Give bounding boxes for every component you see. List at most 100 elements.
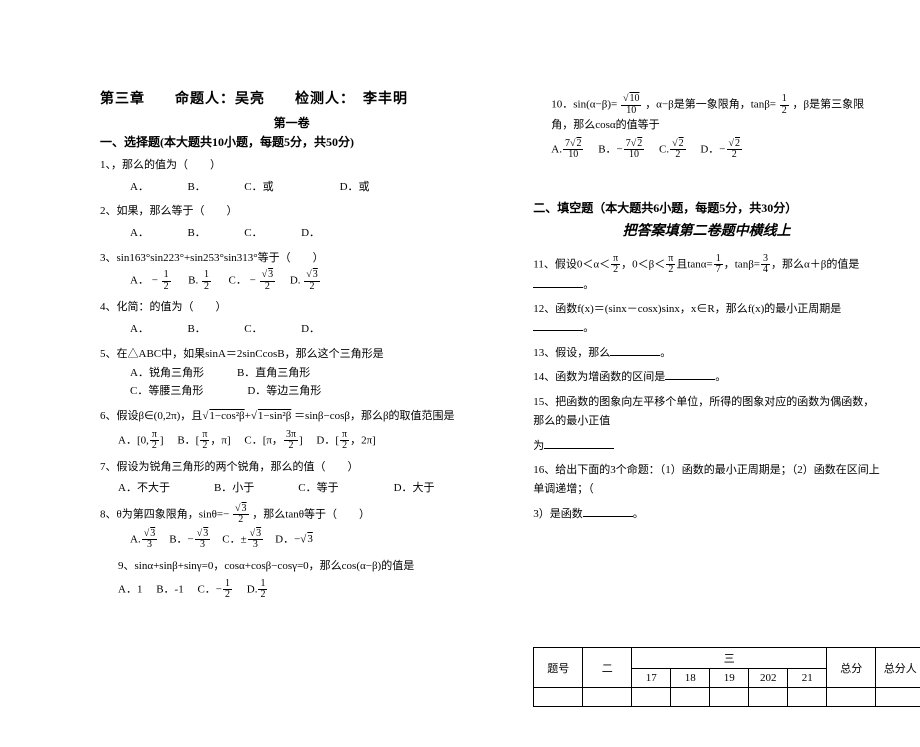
- exam-page: 第三章 命题人：吴亮 检测人： 李丰明 第一卷 一、选择题(本大题共10小题，每…: [0, 0, 920, 747]
- q3-A-sign: −: [152, 275, 158, 287]
- b2: [583, 688, 632, 707]
- q1-opts: A． B． C．或 D．或: [130, 178, 483, 197]
- c20: 202: [749, 669, 788, 688]
- q3-A-frac: 12: [162, 270, 171, 292]
- q7-opts: A．不大于 B．小于 C．等于 D．大于: [118, 479, 483, 498]
- spacer-2: [533, 529, 880, 639]
- q10-opts: A.7√210 B．−7√210 C.√22 D．−√22: [551, 139, 880, 161]
- q10-mid: ，α−β是第一象限角，tanβ=: [645, 99, 776, 111]
- q5-line2: C．等腰三角形 D．等边三角形: [130, 382, 483, 401]
- q10-pre: 10．sin(α−β)=: [551, 99, 617, 111]
- q15-line2: 为: [533, 440, 544, 452]
- q12-text: 12、函数f(x)＝(sinx－cosx)sinx，x∈R，那么f(x)的最小正…: [533, 303, 841, 315]
- q3-B-frac: 12: [202, 270, 211, 292]
- b8: [827, 688, 876, 707]
- q3-A: A．: [130, 275, 149, 287]
- q10-C: C.: [659, 143, 669, 155]
- q6-mid: ＝sinβ−cosβ，那么β的取值范围是: [294, 410, 455, 422]
- q4-stem: 4、化简：的值为（ ）: [100, 301, 227, 313]
- q7-stem: 7、假设为锐角三角形的两个锐角，那么的值（ ）: [100, 461, 359, 473]
- th-person: 总分人: [876, 648, 920, 688]
- q3-D: D.: [290, 275, 301, 287]
- q10-f2: 12: [780, 94, 789, 116]
- spacer-1: [533, 167, 880, 189]
- q1: 1、，那么的值为（ ） A． B． C．或 D．或: [100, 156, 483, 196]
- q11: 11、假设0＜α＜π2，0＜β＜π2且tanα=17，tanβ=34，那么α＋β…: [533, 254, 880, 295]
- q5-stem: 5、在△ABC中，如果sinA＝2sinCcosB，那么这个三角形是: [100, 348, 384, 360]
- q13-text: 13、假设，那么: [533, 347, 610, 359]
- q6-C: C．[π，: [244, 434, 283, 446]
- q9: 9、sinα+sinβ+sinγ=0，cosα+cosβ−cosγ=0，那么co…: [118, 557, 483, 601]
- q10-A: A.: [551, 143, 562, 155]
- q6-D: D．[: [316, 434, 339, 446]
- q16-line2: 3）是函数: [533, 508, 583, 520]
- q16-line1: 16、给出下面的3个命题：（1）函数的最小正周期是；（2）函数在区间上单调递增；…: [533, 461, 880, 498]
- q12-blank: [533, 320, 583, 331]
- q4-opts: A． B． C． D．: [130, 320, 483, 339]
- q14: 14、函数为增函数的区间是。: [533, 368, 880, 387]
- q4: 4、化简：的值为（ ） A． B． C． D．: [100, 298, 483, 338]
- q15-blank: [544, 438, 614, 449]
- q6: 6、假设β∈(0,2π)，且√1−cos²β+√1−sin²β ＝sinβ−co…: [100, 407, 483, 452]
- q5: 5、在△ABC中，如果sinA＝2sinCcosB，那么这个三角形是 A．锐角三…: [100, 345, 483, 401]
- b7: [788, 688, 827, 707]
- q6-r1: 1−cos²β: [208, 410, 244, 422]
- b5: [710, 688, 749, 707]
- q9-B: B．-1: [156, 583, 184, 595]
- q7: 7、假设为锐角三角形的两个锐角，那么的值（ ） A．不大于 B．小于 C．等于 …: [100, 458, 483, 498]
- q6-opts: A．[0,π2] B．[π2，π] C．[π，3π2] D．[π2，2π]: [118, 430, 483, 452]
- q10-f1: √1010: [621, 94, 642, 116]
- q15: 15、把函数的图象向左平移个单位，所得的图象对应的函数为偶函数，那么的最小正值 …: [533, 393, 880, 455]
- q9-D: D.: [247, 583, 258, 595]
- q14-text: 14、函数为增函数的区间是: [533, 371, 665, 383]
- q3-stem: 3、sin163°sin223°+sin253°sin313°等于（ ）: [100, 252, 324, 264]
- q8-pre: 8、θ为第四象限角，sinθ=−: [100, 508, 229, 520]
- q2-stem: 2、如果，那么等于（ ）: [100, 205, 238, 217]
- c19: 19: [710, 669, 749, 688]
- q8: 8、θ为第四象限角，sinθ=− √32 ，那么tanθ等于（ ） A.√33 …: [100, 504, 483, 551]
- th-total: 总分: [827, 648, 876, 688]
- q8-D: D．−: [275, 533, 300, 545]
- c18: 18: [671, 669, 710, 688]
- chapter-title: 第三章 命题人：吴亮 检测人： 李丰明: [100, 88, 483, 108]
- q5-line1: A．锐角三角形 B．直角三角形: [130, 364, 483, 383]
- q1-stem: 1、，那么的值为（ ）: [100, 159, 221, 171]
- q6-r2: 1−sin²β: [257, 410, 291, 422]
- q3: 3、sin163°sin223°+sin253°sin313°等于（ ） A． …: [100, 249, 483, 293]
- q13: 13、假设，那么。: [533, 344, 880, 363]
- q10: 10．sin(α−β)= √1010 ，α−β是第一象限角，tanβ= 12 ，…: [551, 94, 880, 161]
- q6-pre: 6、假设β∈(0,2π)，且: [100, 410, 202, 422]
- section-1-head: 一、选择题(本大题共10小题，每题5分，共50分): [100, 133, 483, 150]
- q6-A: A．[0,: [118, 434, 149, 446]
- q10-B: B．−: [598, 143, 623, 155]
- right-column: 10．sin(α−β)= √1010 ，α−β是第一象限角，tanβ= 12 ，…: [533, 88, 880, 707]
- b3: [632, 688, 671, 707]
- q11-pre: 11、假设0＜α＜: [533, 258, 610, 270]
- q8-suf: ，那么tanθ等于（ ）: [252, 508, 370, 520]
- b6: [749, 688, 788, 707]
- left-column: 第三章 命题人：吴亮 检测人： 李丰明 第一卷 一、选择题(本大题共10小题，每…: [100, 88, 483, 707]
- q6-B: B．[: [177, 434, 199, 446]
- q8-sin: √32: [233, 504, 249, 526]
- table-row: [534, 688, 920, 707]
- b9: [876, 688, 920, 707]
- q9-C: C．−: [197, 583, 222, 595]
- c21: 21: [788, 669, 827, 688]
- q8-A: A.: [130, 533, 141, 545]
- q8-opts: A.√33 B．−√33 C．±√33 D．−√3: [130, 529, 483, 551]
- b4: [671, 688, 710, 707]
- q2-opts: A． B． C． D．: [130, 224, 483, 243]
- q9-stem: 9、sinα+sinβ+sinγ=0，cosα+cosβ−cosγ=0，那么co…: [118, 560, 414, 572]
- q3-D-frac: √32: [304, 270, 320, 292]
- q11-blank: [533, 277, 583, 288]
- fill-instruction: 把答案填第二卷题中横线上: [533, 220, 880, 240]
- q15-line1: 15、把函数的图象向左平移个单位，所得的图象对应的函数为偶函数，那么的最小正值: [533, 393, 880, 430]
- b1: [534, 688, 583, 707]
- q3-B: B.: [188, 275, 198, 287]
- q2: 2、如果，那么等于（ ） A． B． C． D．: [100, 202, 483, 242]
- th-two: 二: [583, 648, 632, 688]
- juan-label: 第一卷: [100, 114, 483, 131]
- th-num: 题号: [534, 648, 583, 688]
- score-table: 题号 二 三 总分 总分人 17 18 19 202 21: [533, 647, 920, 707]
- q16-blank: [583, 506, 633, 517]
